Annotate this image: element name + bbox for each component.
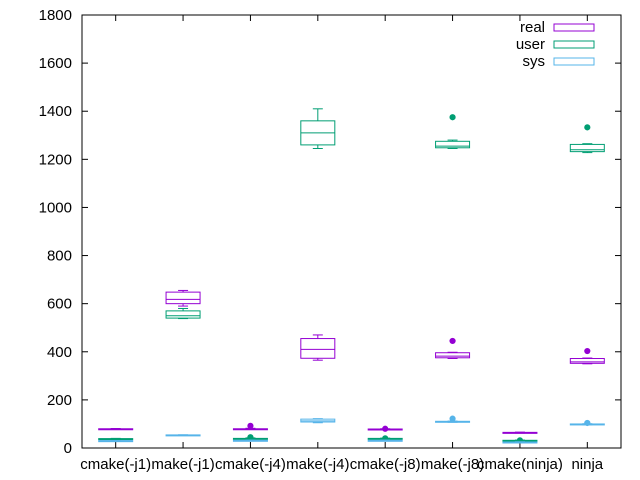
outlier-point <box>247 434 254 441</box>
box-rect <box>165 310 201 319</box>
plot-frame <box>81 14 622 449</box>
box-real <box>435 337 471 360</box>
series-real <box>98 289 605 434</box>
outlier-point <box>449 337 456 345</box>
x-axis: cmake(-j1) make(-j1) cmake(-j4) make(-j4) cm… <box>80 15 604 473</box>
box-sys <box>165 434 201 437</box>
box-user <box>232 434 268 441</box>
y-tick-label: 400 <box>47 344 72 361</box>
y-tick-label: 800 <box>47 248 72 265</box>
box-rect <box>435 352 471 359</box>
box-user <box>367 435 403 442</box>
y-tick-label: 200 <box>47 392 72 409</box>
x-tick-label: ninja <box>571 456 603 473</box>
outlier-point <box>584 419 591 427</box>
legend-swatch-user <box>553 40 595 49</box>
x-tick-label: make(-j4) <box>286 456 349 473</box>
outlier-point <box>584 124 591 131</box>
y-tick-label: 0 <box>64 440 72 457</box>
box-user <box>569 124 605 154</box>
legend-swatch-real <box>553 23 595 32</box>
box-sys <box>435 415 471 423</box>
x-tick-label: cmake(-j8) <box>350 456 421 473</box>
y-tick-label: 1800 <box>39 7 72 24</box>
box-real <box>300 334 336 361</box>
box-rect <box>569 358 605 364</box>
legend-swatch-sys <box>553 57 595 66</box>
box-sys <box>569 419 605 427</box>
box-user <box>98 437 134 441</box>
box-sys <box>502 441 538 444</box>
box-sys <box>98 440 134 443</box>
legend-label-real: real <box>520 19 545 36</box>
x-tick-label: cmake(ninja) <box>477 456 563 473</box>
box-rect <box>435 140 471 149</box>
box-real <box>367 425 403 432</box>
box-user <box>300 108 336 150</box>
boxes <box>98 108 605 444</box>
outlier-point <box>584 347 591 355</box>
x-tick-label: make(-j8) <box>421 456 484 473</box>
x-tick-label: cmake(-j1) <box>80 456 151 473</box>
legend-label-user: user <box>516 36 545 53</box>
box-sys <box>232 439 268 442</box>
y-tick-label: 600 <box>47 296 72 313</box>
box-real <box>165 289 201 307</box>
series-sys <box>98 415 605 444</box>
box-real <box>232 422 268 431</box>
box-rect <box>300 338 336 359</box>
y-tick-label: 1000 <box>39 199 72 216</box>
outlier-point <box>449 114 456 121</box>
box-sys <box>300 418 336 424</box>
box-sys <box>367 439 403 442</box>
y-tick-label: 1200 <box>39 151 72 168</box>
box-rect <box>569 143 605 153</box>
outlier-point <box>449 415 456 422</box>
box-user <box>165 307 201 320</box>
box-rect <box>165 291 201 305</box>
x-tick-label: make(-j1) <box>151 456 214 473</box>
outlier-point <box>247 422 254 429</box>
box-real <box>502 431 538 434</box>
y-axis: 0 200 400 600 800 1000 1200 1400 1600 1800 <box>39 7 621 457</box>
y-tick-label: 1400 <box>39 103 72 120</box>
legend-label-sys: sys <box>523 53 546 70</box>
box-real <box>98 428 134 431</box>
box-user <box>435 114 471 150</box>
x-tick-label: cmake(-j4) <box>215 456 286 473</box>
outlier-point <box>382 425 389 432</box>
series-user <box>98 108 605 444</box>
y-tick-label: 1600 <box>39 55 72 72</box>
box-real <box>569 347 605 365</box>
